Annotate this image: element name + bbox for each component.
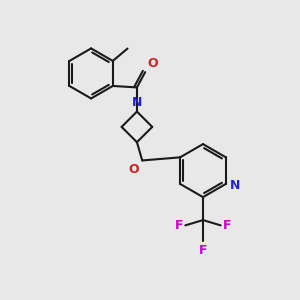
Text: O: O [147, 57, 158, 70]
Text: O: O [128, 163, 139, 176]
Text: N: N [230, 179, 240, 192]
Text: F: F [199, 244, 207, 256]
Text: F: F [175, 219, 183, 232]
Text: N: N [132, 96, 142, 109]
Text: F: F [223, 219, 231, 232]
